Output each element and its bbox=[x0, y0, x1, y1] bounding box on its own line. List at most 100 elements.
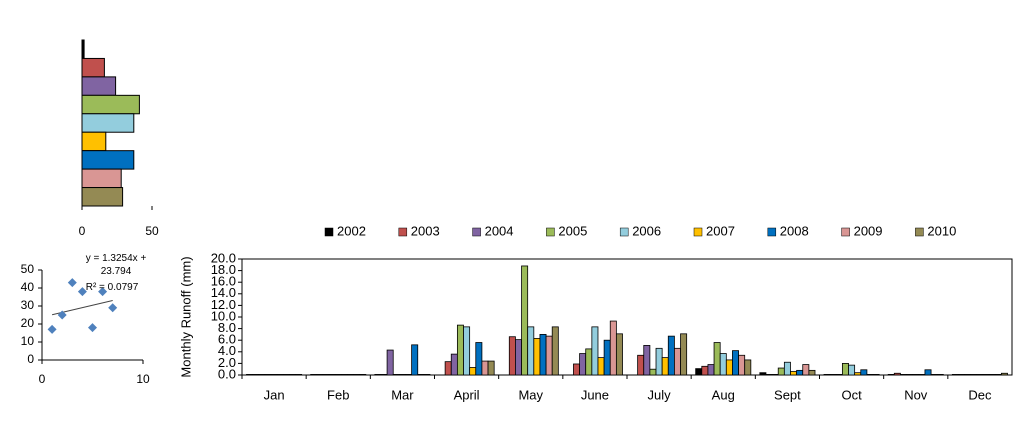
bar bbox=[310, 374, 318, 376]
bar bbox=[951, 374, 959, 376]
bar bbox=[783, 361, 791, 376]
y-tick-label: 10.0 bbox=[211, 308, 236, 323]
bar bbox=[796, 369, 804, 376]
bar bbox=[347, 374, 354, 376]
x-tick-label: 0 bbox=[39, 372, 46, 386]
bar bbox=[841, 362, 849, 376]
legend-swatch bbox=[398, 227, 408, 237]
bar bbox=[661, 357, 669, 376]
point bbox=[108, 303, 118, 313]
legend-label: 2009 bbox=[854, 223, 883, 238]
bar bbox=[771, 374, 779, 376]
bar bbox=[759, 372, 767, 376]
point bbox=[67, 278, 77, 288]
bar bbox=[887, 374, 895, 376]
bar bbox=[848, 364, 856, 376]
point bbox=[47, 324, 57, 334]
bar bbox=[912, 374, 920, 376]
bar bbox=[340, 374, 348, 376]
x-tick-label: Mar bbox=[391, 387, 414, 402]
x-tick-label: Aug bbox=[712, 387, 735, 402]
bar bbox=[994, 374, 1002, 376]
point bbox=[77, 287, 87, 297]
bar bbox=[924, 369, 932, 376]
legend-swatch bbox=[472, 227, 481, 237]
bar bbox=[765, 374, 773, 376]
bar bbox=[81, 131, 107, 152]
x-tick-label: Oct bbox=[841, 387, 862, 402]
bar bbox=[258, 374, 266, 376]
y-tick-label: 6.0 bbox=[218, 332, 236, 347]
bar bbox=[695, 368, 703, 376]
x-tick-label: Sept bbox=[774, 387, 801, 402]
bar bbox=[81, 187, 124, 207]
bar bbox=[444, 361, 452, 376]
legend-label: 2007 bbox=[706, 223, 735, 238]
bar bbox=[823, 374, 831, 376]
trendline-equation: y = 1.3254x + 23.794 bbox=[85, 253, 147, 277]
y-tick-label: 0.0 bbox=[218, 366, 236, 381]
y-tick-label: 8.0 bbox=[218, 320, 236, 335]
bar bbox=[508, 336, 516, 376]
bar bbox=[252, 374, 260, 376]
bar bbox=[359, 374, 367, 376]
bar bbox=[551, 326, 559, 376]
bar bbox=[469, 367, 477, 376]
bar bbox=[533, 338, 541, 376]
legend-swatch bbox=[841, 227, 850, 237]
legend-label: 2003 bbox=[411, 223, 440, 238]
bar bbox=[328, 374, 336, 376]
bar bbox=[655, 347, 663, 376]
legend-label: 2006 bbox=[632, 223, 661, 238]
bar bbox=[545, 335, 553, 376]
bar bbox=[81, 168, 122, 189]
bar bbox=[374, 374, 382, 376]
point bbox=[57, 310, 67, 320]
bar bbox=[487, 360, 495, 376]
x-tick-label: 0 bbox=[79, 224, 86, 238]
bar bbox=[405, 374, 413, 376]
bar bbox=[264, 374, 272, 376]
bar bbox=[463, 326, 471, 376]
bar bbox=[246, 374, 254, 376]
bar bbox=[707, 364, 715, 376]
bar bbox=[392, 374, 400, 376]
y-tick-label: 20.0 bbox=[211, 250, 236, 265]
bar bbox=[1000, 372, 1008, 376]
bar bbox=[829, 374, 837, 376]
bar bbox=[295, 374, 303, 376]
bar bbox=[854, 372, 862, 376]
y-tick-label: 14.0 bbox=[211, 285, 236, 300]
legend-label: 2005 bbox=[558, 223, 587, 238]
bar bbox=[276, 374, 284, 376]
bar bbox=[81, 113, 135, 133]
bar bbox=[680, 333, 688, 376]
bar bbox=[643, 345, 651, 376]
legend-swatch bbox=[767, 227, 777, 237]
bar bbox=[930, 374, 938, 376]
bar bbox=[976, 374, 984, 376]
bar bbox=[386, 349, 394, 376]
bar bbox=[481, 360, 489, 376]
x-tick-label: Jan bbox=[264, 387, 285, 402]
y-tick-label: 16.0 bbox=[211, 274, 236, 289]
bar bbox=[674, 347, 681, 376]
y-tick-label: 40 bbox=[21, 280, 35, 294]
y-tick-label: 2.0 bbox=[218, 355, 236, 370]
bar bbox=[515, 339, 522, 376]
bar bbox=[906, 374, 914, 376]
bar bbox=[701, 365, 709, 376]
bar bbox=[667, 335, 675, 376]
x-tick-label: 10 bbox=[136, 372, 150, 386]
legend-label: 2002 bbox=[337, 223, 366, 238]
bar bbox=[527, 326, 535, 376]
bar bbox=[81, 76, 117, 96]
bar bbox=[615, 333, 623, 376]
bar bbox=[597, 357, 605, 376]
bar bbox=[411, 344, 419, 376]
bar bbox=[872, 374, 880, 376]
bar bbox=[958, 374, 965, 376]
y-tick-label: 4.0 bbox=[218, 343, 236, 358]
